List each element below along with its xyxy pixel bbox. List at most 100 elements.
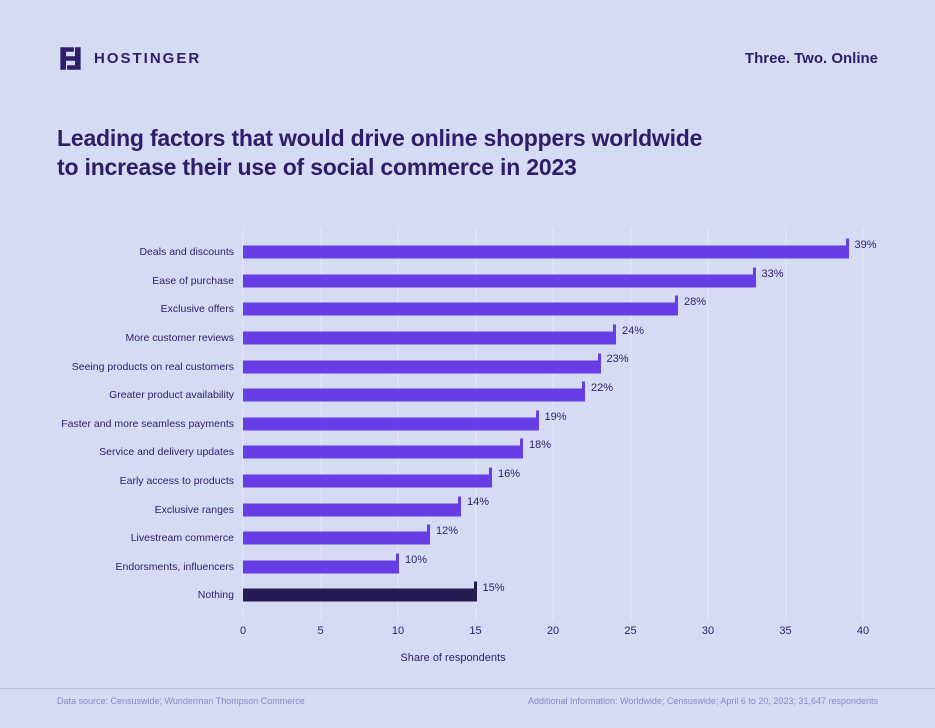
value-label: 28% [684,296,707,309]
value-label: 16% [498,467,521,480]
bar-track: 24% [243,324,863,353]
footer-divider [0,688,935,689]
bar-row: Livestream commerce 12% [57,524,880,553]
bar [243,295,678,316]
gridline [707,228,709,620]
bar-end-cap [427,524,430,545]
x-tick-label: 5 [317,625,324,637]
value-label: 15% [482,582,505,595]
x-axis: 0 5 10 15 20 25 30 35 40 Share of respondents [57,625,880,685]
x-tick-label: 20 [546,625,560,637]
value-label: 18% [529,439,552,452]
bar-track: 39% [243,238,877,267]
value-label: 12% [436,524,459,537]
x-ticks: 0 5 10 15 20 25 30 35 40 [239,625,869,639]
value-label: 39% [854,239,877,251]
x-tick-label: 15 [469,625,482,637]
category-label: Early access to products [119,475,234,488]
bar [243,267,756,288]
category-label: Service and delivery updates [99,446,234,459]
chart-title-line-2: to increase their use of social commerce… [57,153,577,180]
header: HOSTINGER Three. Two. Online [57,45,878,72]
gridline [630,228,631,620]
category-label: Ease of purchase [152,274,234,287]
bar [243,238,849,259]
x-axis-label: Share of respondents [400,652,506,664]
bar-track: 15% [243,581,863,610]
bar-rows: Deals and discounts 39% Ease of purchase 33… [57,228,880,610]
additional-info: Additional Information: Worldwide; Censu… [527,696,878,706]
bar-track: 10% [243,553,863,582]
category-label: Nothing [197,589,234,602]
brand-name: HOSTINGER [94,50,202,67]
bar-row: Greater product availability 22% [57,381,880,410]
footer: Data source: Censuswide; Wunderman Thomp… [0,688,935,706]
chart-title-line-1: Leading factors that would drive online … [57,125,703,151]
gridline [862,228,864,620]
bar-track: 33% [243,267,863,296]
bar-row: Nothing 15% [57,581,880,610]
bar-end-cap [675,295,678,316]
bar [243,438,523,459]
category-label: Exclusive offers [160,303,234,316]
gridline [785,228,786,620]
bar-row: Exclusive offers 28% [57,295,880,324]
x-tick-label: 0 [239,625,247,637]
bar-track: 12% [243,524,863,553]
hostinger-logo-icon [57,45,84,72]
x-tick-label: 30 [701,625,715,637]
category-label: Greater product availability [109,389,234,402]
bar-end-cap [520,438,523,459]
bar [243,353,601,374]
bar-row: Service and delivery updates 18% [57,438,880,467]
bar [243,553,399,574]
value-label: 22% [591,381,614,394]
category-label: Endorsments, influencers [115,560,234,573]
bar-end-cap [473,581,477,602]
value-label: 23% [606,353,629,366]
bar-track: 22% [243,381,863,410]
bar [243,524,430,545]
bar-end-cap [535,410,539,431]
tagline: Three. Two. Online [744,50,878,67]
bar-track: 23% [243,352,863,381]
bar-row: Endorsments, influencers 10% [57,553,880,582]
plot-area: Deals and discounts 39% Ease of purchase 33… [57,228,880,620]
bar-row: Seeing products on real customers 23% [57,352,880,381]
bar-track: 14% [243,495,863,524]
bar-row: Deals and discounts 39% [57,238,880,267]
bar-track: 19% [243,410,863,439]
value-label: 33% [761,267,784,280]
value-label: 19% [544,410,567,423]
bar-end-cap [845,238,849,259]
data-source: Data source: Censuswide; Wunderman Thomp… [57,696,305,706]
x-tick-label: 35 [779,625,792,637]
bar [243,467,492,488]
x-tick-label: 25 [624,625,637,637]
bar-row: Early access to products 16% [57,467,880,496]
category-label: Seeing products on real customers [71,360,234,373]
category-label: Faster and more seamless payments [61,417,234,430]
bar-track: 18% [243,438,863,467]
bar-end-cap [597,353,601,374]
bar [243,381,585,402]
category-label: Exclusive ranges [154,503,234,516]
x-tick-label: 10 [391,625,405,637]
bar-end-cap [458,496,461,517]
gridline [552,228,554,620]
bar-track: 16% [243,467,863,496]
bar [243,324,616,345]
value-label: 24% [622,324,645,337]
value-label: 10% [405,553,428,566]
value-label: 14% [467,496,490,509]
bar-row: Faster and more seamless payments 19% [57,410,880,439]
category-label: Deals and discounts [139,246,234,259]
bar [243,410,539,431]
bar-end-cap [396,553,399,574]
bar-track: 28% [243,295,863,324]
footer-row: Data source: Censuswide; Wunderman Thomp… [0,689,935,706]
bar-end-cap [752,267,756,288]
bar-row: Ease of purchase 33% [57,267,880,296]
bar-row: More customer reviews 24% [57,324,880,353]
